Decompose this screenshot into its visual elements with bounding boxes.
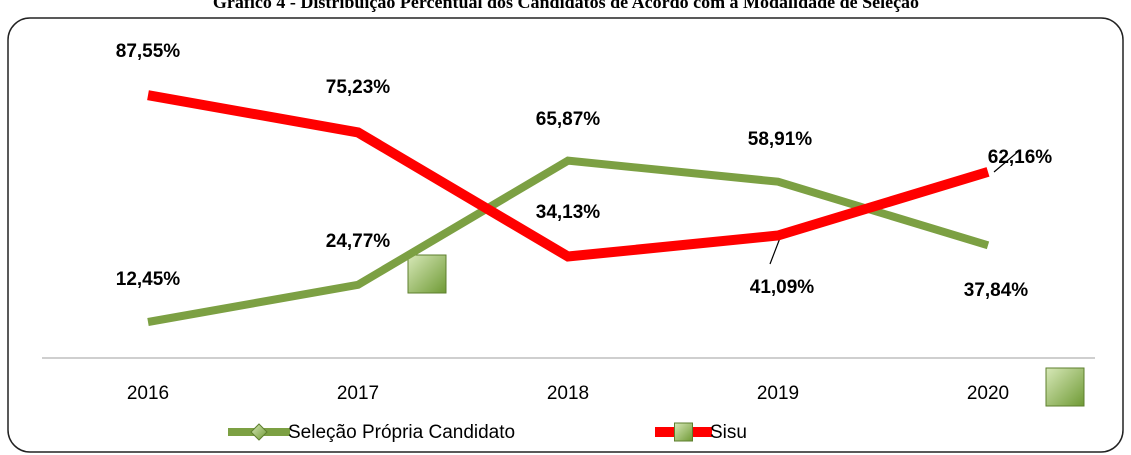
- data-label: 87,55%: [116, 41, 181, 62]
- legend-marker: [674, 422, 693, 442]
- data-label: 41,09%: [750, 277, 815, 298]
- x-tick-label: 2018: [547, 383, 589, 404]
- leader-line: [993, 149, 1021, 173]
- x-tick-label: 2019: [757, 383, 799, 404]
- data-label: 24,77%: [326, 231, 391, 252]
- leader-line: [769, 237, 781, 265]
- chart-title: Gráfico 4 - Distribuição Percentual dos …: [213, 0, 919, 12]
- data-label: 37,84%: [964, 280, 1029, 301]
- x-tick-label: 2016: [127, 383, 169, 404]
- data-label: 58,91%: [748, 129, 813, 150]
- data-label: 65,87%: [536, 109, 601, 130]
- marker-artifact: [407, 254, 447, 294]
- x-tick-label: 2020: [967, 383, 1009, 404]
- legend-marker: [250, 423, 268, 441]
- marker-artifact: [1045, 367, 1085, 407]
- chart-frame: [7, 17, 1124, 453]
- x-tick-label: 2017: [337, 383, 379, 404]
- series-line: [147, 156, 990, 326]
- data-label: 75,23%: [326, 77, 391, 98]
- data-label: 12,45%: [116, 269, 181, 290]
- legend-label: Seleção Própria Candidato: [288, 422, 515, 443]
- data-label: 34,13%: [536, 202, 601, 223]
- data-label: 62,16%: [988, 147, 1053, 168]
- series-line: [147, 90, 990, 262]
- legend-label: Sisu: [710, 422, 747, 443]
